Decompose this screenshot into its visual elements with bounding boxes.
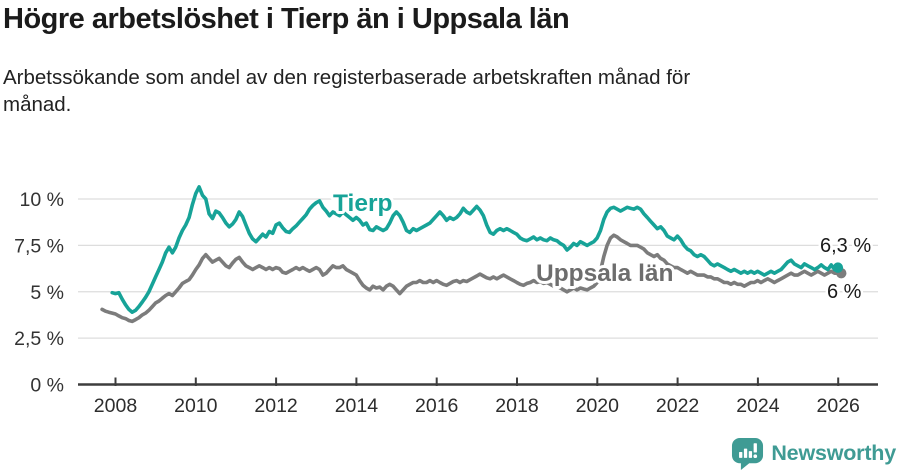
tierp-end-dot [832, 262, 844, 273]
uppsala-lan-series-label: Uppsala län [536, 260, 674, 287]
newsworthy-logo: Newsworthy [731, 437, 896, 470]
x-tick-label: 2024 [736, 395, 780, 417]
unemployment-line-chart: 10 % 7,5 % 5 % 2,5 % 0 % 2008 2010 2012 2014 2016… [14, 185, 878, 417]
tierp-series-label: Tierp [333, 190, 392, 217]
chart-subtitle: Arbetssökande som andel av den registerb… [3, 66, 691, 117]
tierp-end-value-label: 6,3 % [820, 235, 871, 257]
uppsala-lan-end-value-label: 6 % [827, 281, 862, 303]
x-tick-label: 2022 [656, 395, 699, 417]
x-tick-label: 2014 [335, 395, 379, 417]
newsworthy-icon [732, 437, 764, 470]
x-tick-label: 2012 [254, 395, 297, 417]
x-tick-label: 2018 [495, 395, 538, 417]
y-tick-label: 7,5 % [14, 235, 64, 257]
newsworthy-label: Newsworthy [771, 441, 896, 465]
x-tick-label: 2020 [576, 395, 620, 417]
x-tick-label: 2008 [94, 395, 137, 417]
x-tick-label: 2016 [415, 395, 458, 417]
chart-area: 10 % 7,5 % 5 % 2,5 % 0 % 2008 2010 2012 2014 2016… [0, 160, 900, 430]
uppsala-lan-line [100, 233, 844, 324]
x-tick-label: 2026 [817, 395, 860, 417]
y-tick-label: 10 % [20, 189, 64, 211]
x-tick-label: 2010 [174, 395, 218, 417]
tierp-line [110, 185, 840, 314]
y-tick-label: 0 % [30, 375, 64, 397]
page-title: Högre arbetslöshet i Tierp än i Uppsala … [3, 3, 570, 35]
y-tick-label: 2,5 % [14, 328, 64, 350]
y-tick-label: 5 % [30, 282, 64, 304]
